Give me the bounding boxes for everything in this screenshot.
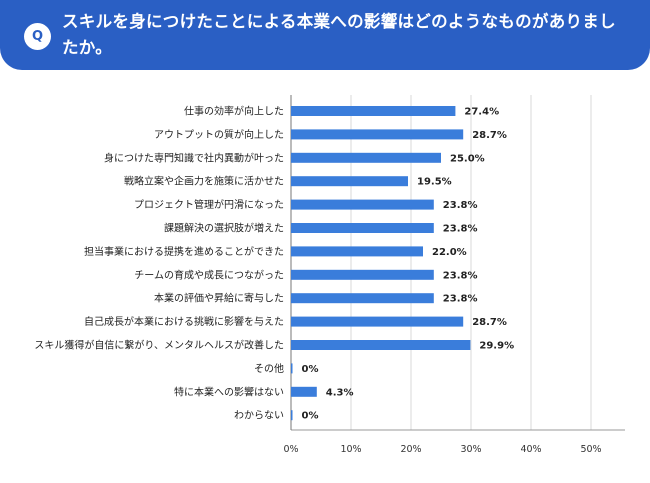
- category-label: 戦略立案や企画力を施策に活かせた: [124, 175, 284, 188]
- category-label: 特に本業への影響はない: [174, 385, 284, 398]
- category-label: その他: [254, 362, 284, 375]
- x-tick-label: 40%: [520, 444, 541, 455]
- category-label: わからない: [234, 410, 284, 422]
- question-badge: Q: [24, 23, 51, 50]
- x-tick-label: 20%: [400, 444, 421, 455]
- bar: [291, 106, 456, 116]
- bar: [291, 152, 441, 163]
- x-tick-label: 10%: [340, 444, 361, 455]
- category-label: 身につけた専門知識で社内異動が叶った: [104, 151, 284, 164]
- bar: [291, 129, 464, 140]
- question-title: スキルを身につけたことによる本業への影響はどのようなものがありましたか。: [62, 12, 616, 57]
- bar: [291, 410, 293, 421]
- bar: [291, 199, 434, 210]
- bar: [291, 246, 423, 257]
- bar: [291, 293, 434, 304]
- bar: [291, 223, 434, 233]
- category-label: 本業の評価や昇給に寄与した: [154, 292, 284, 305]
- category-label: スキル獲得が自信に繋がり、メンタルヘルスが改善した: [34, 339, 284, 352]
- value-label: 0%: [302, 364, 319, 375]
- value-label: 22.0%: [432, 247, 467, 258]
- x-tick-label: 0%: [283, 444, 298, 455]
- bar: [291, 176, 408, 187]
- question-header: Q スキルを身につけたことによる本業への影響はどのようなものがありましたか。: [0, 0, 650, 70]
- category-label: 仕事の効率が向上した: [184, 105, 284, 118]
- value-label: 29.9%: [479, 341, 514, 352]
- category-label: 担当事業における提携を進めることができた: [84, 245, 284, 258]
- x-tick-label: 50%: [580, 444, 601, 455]
- value-label: 28.7%: [472, 130, 507, 141]
- value-label: 23.8%: [443, 224, 478, 235]
- bar: [291, 269, 434, 280]
- value-label: 4.3%: [326, 387, 354, 398]
- value-label: 23.8%: [443, 200, 478, 211]
- category-label: 自己成長が本業における挑戦に影響を与えた: [84, 315, 284, 328]
- category-label: チームの育成や成長につながった: [134, 268, 284, 281]
- value-label: 23.8%: [443, 270, 478, 281]
- value-label: 25.0%: [450, 153, 485, 164]
- category-label: プロジェクト管理が円滑になった: [134, 198, 284, 211]
- value-label: 19.5%: [417, 177, 452, 188]
- value-label: 23.8%: [443, 294, 478, 305]
- value-label: 27.4%: [464, 107, 499, 118]
- bar: [291, 340, 471, 350]
- x-tick-label: 30%: [460, 444, 481, 455]
- bar: [291, 386, 317, 397]
- value-label: 28.7%: [472, 317, 507, 328]
- bar: [291, 363, 293, 374]
- category-label: 課題解決の選択肢が増えた: [164, 222, 284, 235]
- value-label: 0%: [302, 411, 319, 422]
- category-label: アウトプットの質が向上した: [154, 128, 284, 141]
- bar: [291, 316, 464, 327]
